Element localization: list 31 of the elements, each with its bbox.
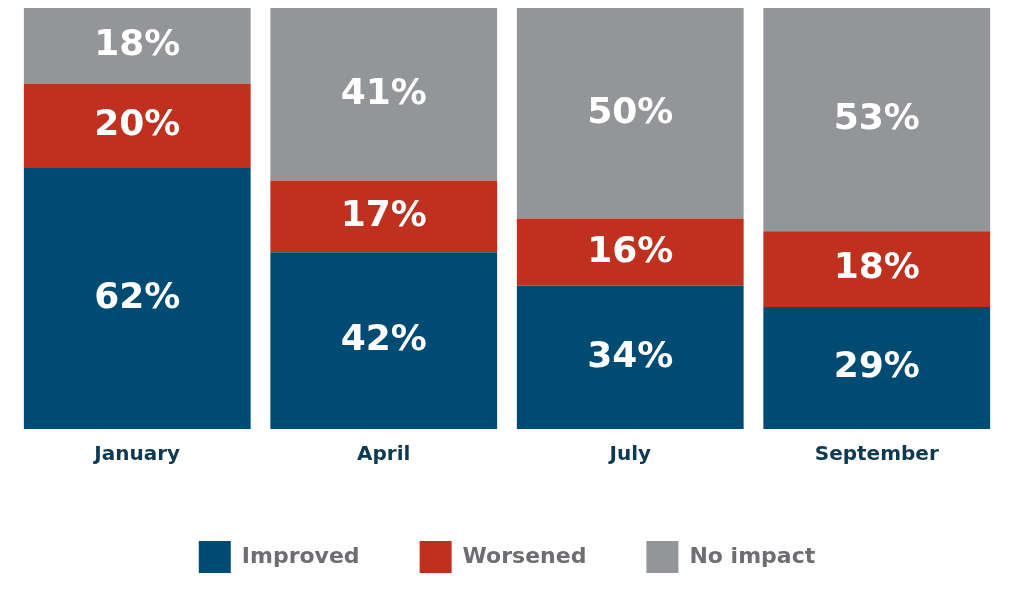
x-tick-label: September [814,441,939,466]
bar [763,306,991,429]
bar [516,218,744,286]
data-label: 29% [833,344,920,386]
bar [23,167,251,429]
legend-label: Improved [241,542,360,568]
data-label: 18% [833,245,920,287]
bar [23,83,251,168]
bar [516,285,744,429]
bar [23,8,251,84]
data-label: 18% [94,22,181,64]
legend-label: No impact [689,542,816,568]
bar [270,252,498,429]
data-label: 53% [833,95,920,137]
x-tick-label: April [357,441,411,466]
data-label: 34% [587,333,674,375]
data-label: 42% [340,316,427,358]
x-tick-label: July [607,441,652,466]
bar [270,8,498,181]
legend-label: Worsened [462,542,587,568]
data-label: 50% [587,89,674,131]
data-label: 62% [94,274,181,316]
bar [516,8,744,219]
bar [763,231,991,307]
data-label: 20% [94,102,181,144]
x-tick-label: January [92,441,181,466]
data-label: 41% [340,70,427,112]
data-label: 16% [587,228,674,270]
bar [763,8,991,232]
bar [270,180,498,253]
data-label: 17% [340,192,427,234]
